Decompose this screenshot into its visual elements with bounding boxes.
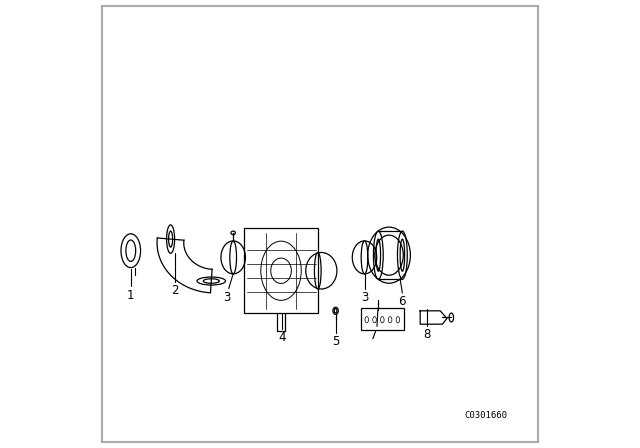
Text: 6: 6 bbox=[399, 295, 406, 308]
Text: 3: 3 bbox=[361, 291, 368, 304]
Text: 1: 1 bbox=[127, 289, 134, 302]
Text: 3: 3 bbox=[223, 291, 230, 304]
Text: 8: 8 bbox=[423, 328, 431, 341]
Text: 5: 5 bbox=[332, 335, 339, 348]
Text: 4: 4 bbox=[278, 331, 286, 344]
Text: 7: 7 bbox=[370, 329, 377, 342]
Text: C0301660: C0301660 bbox=[464, 411, 507, 420]
Text: 2: 2 bbox=[172, 284, 179, 297]
